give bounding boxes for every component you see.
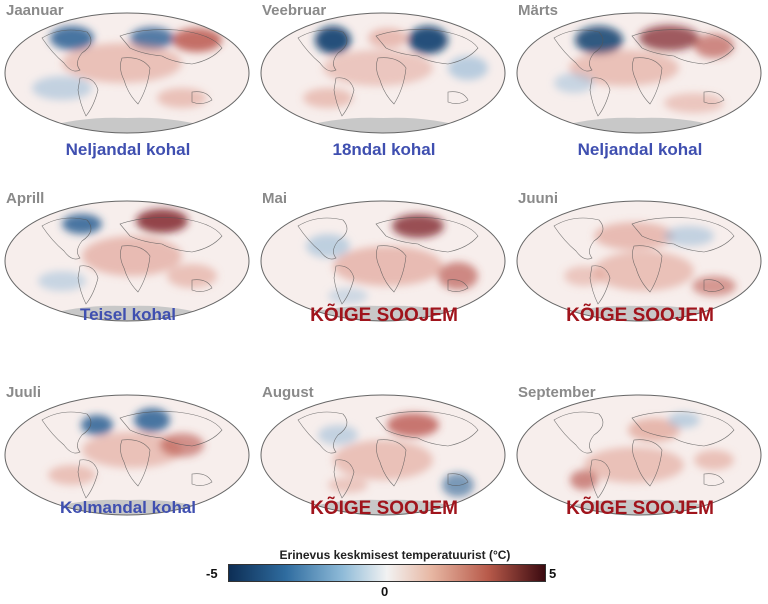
panel-juuli: Juuli Kolmandal kohal xyxy=(0,382,256,572)
panel-juuni: Juuni KÕIGE SOOJEM xyxy=(512,188,768,378)
colorbar-mid-label: 0 xyxy=(381,584,389,599)
panel-august: August KÕIGE SOOJEM xyxy=(256,382,512,572)
month-label: Juuli xyxy=(6,384,42,401)
month-label: August xyxy=(262,384,314,401)
world-map xyxy=(514,196,764,326)
month-label: Aprill xyxy=(6,190,45,207)
world-map xyxy=(514,390,764,520)
world-map-graphic xyxy=(4,12,250,134)
month-label: Juuni xyxy=(518,190,558,207)
world-map xyxy=(514,8,764,138)
panel-veebruar: Veebruar 18ndal kohal xyxy=(256,0,512,190)
panel-september: September KÕIGE SOOJEM xyxy=(512,382,768,572)
colorbar-title: Erinevus keskmisest temperatuurist (°C) xyxy=(279,548,511,562)
colorbar xyxy=(228,564,546,582)
panel-jaanuar: Jaanuar Neljandal kohal xyxy=(0,0,256,190)
world-map-graphic xyxy=(4,394,250,516)
rank-label: KÕIGE SOOJEM xyxy=(310,498,458,519)
month-label: Mai xyxy=(262,190,288,207)
panel-aprill: Aprill Teisel kohal xyxy=(0,188,256,378)
month-label: Märts xyxy=(518,2,559,19)
colorbar-min-label: -5 xyxy=(206,566,218,581)
world-map xyxy=(258,390,508,520)
world-map-graphic xyxy=(516,394,762,516)
panel-mai: Mai KÕIGE SOOJEM xyxy=(256,188,512,378)
rank-label: 18ndal kohal xyxy=(332,140,436,159)
world-map-graphic xyxy=(516,12,762,134)
world-map-graphic xyxy=(516,200,762,322)
rank-label: KÕIGE SOOJEM xyxy=(566,498,714,519)
rank-label: KÕIGE SOOJEM xyxy=(310,305,458,326)
colorbar-max-label: 5 xyxy=(549,566,557,581)
world-map xyxy=(2,8,252,138)
world-map xyxy=(258,8,508,138)
world-map xyxy=(2,390,252,520)
world-map-graphic xyxy=(260,394,506,516)
world-map xyxy=(2,196,252,326)
rank-label: Kolmandal kohal xyxy=(59,498,197,517)
world-map-graphic xyxy=(260,12,506,134)
world-map xyxy=(258,196,508,326)
rank-label: KÕIGE SOOJEM xyxy=(566,305,714,326)
world-map-graphic xyxy=(260,200,506,322)
panel-marts: Märts Neljandal kohal xyxy=(512,0,768,190)
rank-label: Teisel kohal xyxy=(79,305,177,324)
rank-label: Neljandal kohal xyxy=(577,140,703,159)
month-label: September xyxy=(518,384,596,401)
month-label: Jaanuar xyxy=(6,2,64,19)
month-label: Veebruar xyxy=(262,2,327,19)
world-map-graphic xyxy=(4,200,250,322)
rank-label: Neljandal kohal xyxy=(65,140,191,159)
